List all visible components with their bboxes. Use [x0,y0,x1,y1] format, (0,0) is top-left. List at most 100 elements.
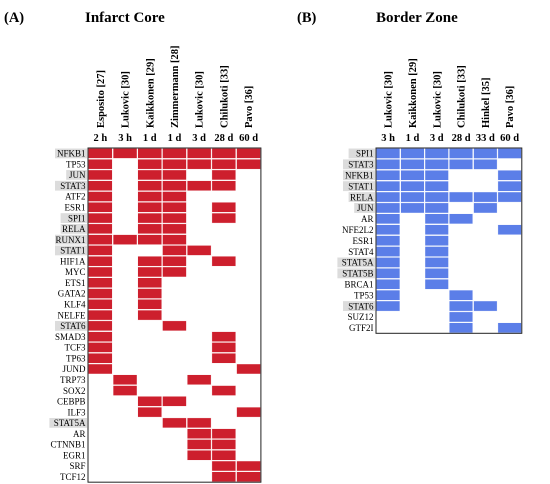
column-time-label: 33 d [476,133,495,144]
heatmap-cell-core [211,439,236,450]
row-label: SRF [69,461,85,471]
heatmap-cell-border [449,300,473,312]
heatmap-cell-core [186,158,212,170]
heatmap-cell-core [211,385,236,396]
heatmap-cell-border [424,279,449,290]
heatmap-cell-core [88,148,113,159]
row-label: STAT3 [60,181,86,191]
row-highlight [66,170,87,180]
row-label: RELA [350,192,374,202]
heatmap-cell-core [88,320,113,332]
heatmap-cell-core [162,256,187,267]
column-time-label: 28 d [214,133,233,144]
heatmap-cell-border [449,191,473,203]
row-label: NFKB1 [345,170,374,180]
heatmap-cell-core [211,202,236,213]
infarct-core-panel: (A) Infarct Core Esposito [27] 2 h Lukovic… [4,10,262,483]
heatmap-cell-border [376,180,401,192]
row-highlight [343,181,375,192]
heatmap-cell-border [424,224,449,235]
heatmap-cell-core [236,406,261,418]
heatmap-cell-core [162,245,187,256]
heatmap-cell-core [88,245,113,256]
row-label: RUNX1 [55,235,85,245]
row-label: ATF2 [65,192,86,202]
heatmap-cell-core [137,148,162,159]
border-zone-title: Border Zone [376,10,458,26]
heatmap-cell-core [88,309,113,321]
column-study-label: Chilukoti [33] [457,65,468,128]
row-label: ILF3 [68,407,87,417]
heatmap-cell-core [211,428,236,439]
heatmap-cell-core [186,180,212,191]
heatmap-cell-core [162,266,187,278]
heatmap-cell-core [112,374,138,385]
heatmap-cell-border [497,224,522,235]
heatmap-cell-core [211,158,236,170]
heatmap-cell-border [497,191,522,203]
row-label: AR [73,429,86,439]
row-label: CTNNB1 [50,440,85,450]
heatmap-cell-core [162,202,187,213]
heatmap-cell-core [88,353,113,364]
heatmap-cell-core [211,331,236,342]
heatmap-cell-core [211,180,236,191]
heatmap-cell-core [88,288,113,299]
heatmap-cell-border [376,246,401,257]
heatmap-cell-core [137,299,162,310]
heatmap-cell-core [162,212,187,224]
heatmap-cell-border [376,213,401,225]
column-time-label: 1 d [168,133,182,144]
heatmap-cell-core [236,148,261,159]
column-study-label: Lukovic [30] [195,71,206,128]
heatmap-cell-core [236,363,261,375]
heatmap-cell-core [186,450,212,461]
heatmap-cell-core [88,223,113,235]
column-study-label: Pavo [36] [505,86,516,128]
heatmap-background [376,148,522,334]
heatmap-cell-core [186,374,212,385]
row-label: ESR1 [64,202,85,212]
heatmap-cell-core [137,158,162,170]
row-highlight [55,245,87,256]
heatmap-cell-core [211,450,236,461]
heatmap-cell-core [162,320,187,332]
heatmap-cell-border [400,191,425,203]
heatmap-cell-core [88,202,113,213]
heatmap-cell-core [112,385,138,396]
heatmap-cell-core [211,342,236,353]
row-label: GTF2I [349,323,374,333]
heatmap-cell-core [186,148,212,159]
row-label: TCF3 [64,343,86,353]
row-label: STAT6 [60,321,86,331]
row-label: ETS1 [65,278,86,288]
heatmap-cell-border [376,257,401,268]
column-study-label: Kaikkonen [29] [145,58,156,128]
heatmap-cell-core [162,417,187,429]
heatmap-cell-core [236,471,261,482]
row-label: SPI1 [68,213,86,223]
heatmap-cell-border [473,159,498,170]
heatmap-cell-core [137,223,162,235]
heatmap-cell-border [424,257,449,268]
heatmap-cell-core [88,342,113,353]
panel-label-a: (A) [4,10,24,26]
row-highlight [348,148,375,159]
heatmap-cell-core [137,212,162,224]
heatmap-cell-border [424,148,449,159]
row-highlight [60,223,87,234]
row-label: STAT1 [60,246,85,256]
heatmap-cell-border [376,279,401,290]
heatmap-cell-core [162,180,187,191]
row-label: SPI1 [356,149,374,159]
row-highlight [343,301,375,311]
heatmap-cell-border [400,169,425,181]
row-label: JUND [62,364,86,374]
row-label: TP63 [66,353,86,363]
column-time-label: 3 d [192,133,206,144]
heatmap-frame [375,147,523,334]
column-time-label: 60 d [239,133,258,144]
row-highlight [55,148,87,159]
row-label: JUN [357,203,374,213]
row-label: TP53 [354,290,374,300]
